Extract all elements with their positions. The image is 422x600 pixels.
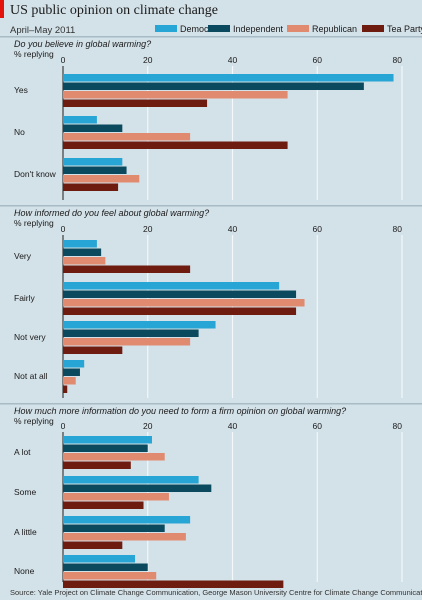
bar-republican-a-lot bbox=[63, 453, 165, 461]
x-tick-label: 40 bbox=[228, 224, 238, 234]
panel-unit-label: % replying bbox=[14, 49, 54, 59]
legend-label-tea-party: Tea Party bbox=[387, 24, 422, 34]
bar-independent-a-little bbox=[63, 524, 165, 532]
category-label: No bbox=[14, 127, 25, 137]
bar-democrat-not-at-all bbox=[63, 360, 85, 368]
bar-tea-party-fairly bbox=[63, 307, 297, 315]
panel-divider bbox=[0, 36, 422, 38]
bar-tea-party-yes bbox=[63, 99, 208, 107]
x-tick-label: 20 bbox=[143, 224, 153, 234]
bar-democrat-don-t-know bbox=[63, 158, 123, 166]
bar-democrat-a-lot bbox=[63, 436, 152, 444]
bar-democrat-no bbox=[63, 116, 97, 124]
bar-republican-yes bbox=[63, 91, 288, 99]
panel-unit-label: % replying bbox=[14, 218, 54, 228]
bar-tea-party-a-lot bbox=[63, 461, 131, 469]
category-label: Some bbox=[14, 487, 36, 497]
chart-panels: Do you believe in global warming?% reply… bbox=[0, 36, 422, 588]
x-tick-label: 40 bbox=[228, 421, 238, 431]
x-tick-label: 80 bbox=[393, 421, 403, 431]
bar-republican-some bbox=[63, 493, 169, 501]
bar-democrat-yes bbox=[63, 74, 394, 82]
legend-label-democrat: Democrat bbox=[180, 24, 220, 34]
bar-republican-very bbox=[63, 257, 106, 265]
legend-label-republican: Republican bbox=[312, 24, 357, 34]
x-tick-label: 60 bbox=[313, 55, 323, 65]
bar-independent-not-at-all bbox=[63, 368, 80, 376]
legend-swatch-republican bbox=[287, 25, 309, 32]
bar-independent-not-very bbox=[63, 329, 199, 337]
bar-independent-yes bbox=[63, 82, 364, 90]
bar-independent-some bbox=[63, 484, 212, 492]
bar-independent-a-lot bbox=[63, 444, 148, 452]
panel-question: How much more information do you need to… bbox=[14, 406, 346, 416]
chart-source: Source: Yale Project on Climate Change C… bbox=[10, 588, 422, 597]
x-tick-label: 60 bbox=[313, 421, 323, 431]
x-tick-label: 20 bbox=[143, 55, 153, 65]
bar-independent-don-t-know bbox=[63, 166, 127, 174]
legend-swatch-independent bbox=[208, 25, 230, 32]
panel-question: Do you believe in global warming? bbox=[14, 39, 151, 49]
x-tick-label: 60 bbox=[313, 224, 323, 234]
category-label: A lot bbox=[14, 447, 31, 457]
bar-democrat-fairly bbox=[63, 282, 280, 290]
bar-republican-no bbox=[63, 133, 191, 141]
panel-3: How much more information do you need to… bbox=[0, 403, 422, 588]
legend-swatch-tea-party bbox=[362, 25, 384, 32]
category-label: Fairly bbox=[14, 293, 36, 303]
bar-democrat-none bbox=[63, 555, 136, 563]
bar-tea-party-don-t-know bbox=[63, 183, 119, 191]
x-tick-label: 0 bbox=[61, 421, 66, 431]
bar-republican-don-t-know bbox=[63, 175, 140, 183]
bar-democrat-not-very bbox=[63, 321, 216, 329]
bar-democrat-some bbox=[63, 476, 199, 484]
bar-independent-very bbox=[63, 248, 102, 256]
category-label: Not at all bbox=[14, 371, 48, 381]
bar-tea-party-a-little bbox=[63, 541, 123, 549]
category-label: Very bbox=[14, 251, 32, 261]
x-tick-label: 0 bbox=[61, 55, 66, 65]
bar-republican-a-little bbox=[63, 533, 186, 541]
panel-divider bbox=[0, 205, 422, 207]
bar-independent-fairly bbox=[63, 290, 297, 298]
panel-1: Do you believe in global warming?% reply… bbox=[0, 36, 422, 200]
panel-question: How informed do you feel about global wa… bbox=[14, 208, 209, 218]
legend: Democrat Independent Republican Tea Party bbox=[155, 24, 422, 34]
bar-independent-none bbox=[63, 563, 148, 571]
category-label: A little bbox=[14, 527, 37, 537]
category-label: Not very bbox=[14, 332, 46, 342]
bar-independent-no bbox=[63, 124, 123, 132]
panel-divider bbox=[0, 403, 422, 405]
legend-label-independent: Independent bbox=[233, 24, 284, 34]
x-tick-label: 20 bbox=[143, 421, 153, 431]
legend-swatch-democrat bbox=[155, 25, 177, 32]
x-tick-label: 40 bbox=[228, 55, 238, 65]
category-label: Yes bbox=[14, 85, 28, 95]
brand-accent-bar bbox=[0, 0, 4, 18]
bar-tea-party-none bbox=[63, 580, 284, 588]
x-tick-label: 80 bbox=[393, 224, 403, 234]
bar-democrat-very bbox=[63, 240, 97, 248]
category-label: None bbox=[14, 566, 35, 576]
bar-republican-not-very bbox=[63, 338, 191, 346]
bar-republican-none bbox=[63, 572, 157, 580]
panel-2: How informed do you feel about global wa… bbox=[0, 205, 422, 398]
x-tick-label: 0 bbox=[61, 224, 66, 234]
panel-unit-label: % replying bbox=[14, 416, 54, 426]
chart-subtitle: April–May 2011 bbox=[10, 25, 75, 36]
bar-tea-party-very bbox=[63, 265, 191, 273]
bar-tea-party-no bbox=[63, 141, 288, 149]
bar-tea-party-some bbox=[63, 501, 144, 509]
bar-republican-fairly bbox=[63, 299, 305, 307]
bar-tea-party-not-at-all bbox=[63, 385, 68, 393]
bar-republican-not-at-all bbox=[63, 377, 76, 385]
bar-tea-party-not-very bbox=[63, 346, 123, 354]
category-label: Don't know bbox=[14, 169, 57, 179]
bar-democrat-a-little bbox=[63, 516, 191, 524]
x-tick-label: 80 bbox=[393, 55, 403, 65]
chart-title: US public opinion on climate change bbox=[10, 3, 218, 18]
